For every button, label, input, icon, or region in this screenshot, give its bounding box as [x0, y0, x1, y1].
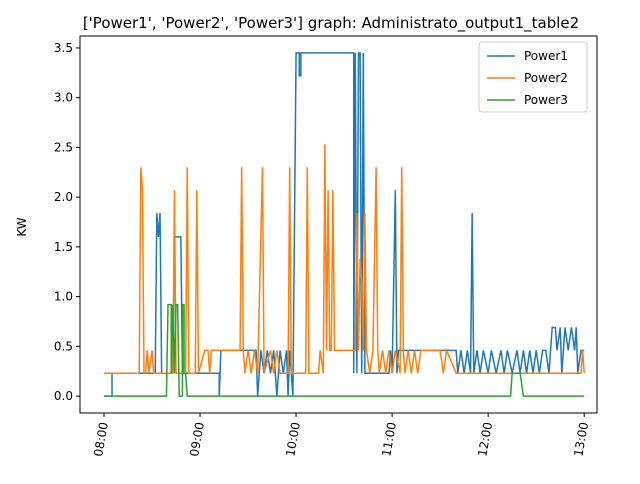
y-tick-label: 1.0: [54, 290, 73, 304]
legend: Power1 Power2 Power3: [478, 41, 588, 113]
y-tick-label: 0.0: [54, 389, 73, 403]
y-tick-label: 3.5: [54, 41, 73, 55]
legend-label-power3: Power3: [524, 93, 568, 107]
y-tick-label: 0.5: [54, 339, 73, 353]
x-tick-label: 08:00: [91, 421, 111, 457]
axes: 0.0 0.5 1.0 1.5 2.0 2.5 3.0 3.5 08:00 09:00 10:00 1…: [54, 35, 598, 458]
legend-box: [478, 41, 588, 113]
axes-frame: [79, 35, 598, 414]
series-line-power3: [104, 303, 585, 397]
y-tick-label: 1.5: [54, 240, 73, 254]
y-axis-label: KW: [15, 217, 29, 236]
y-tick-label: 2.0: [54, 190, 73, 204]
y-tick-label: 3.0: [54, 91, 73, 105]
x-tick-label: 10:00: [283, 421, 303, 457]
chart-title: ['Power1', 'Power2', 'Power3'] graph: Ad…: [83, 14, 579, 33]
legend-label-power1: Power1: [524, 49, 568, 63]
x-tick-label: 12:00: [475, 421, 495, 457]
plot-area: [104, 52, 585, 397]
x-tick-label: 11:00: [379, 421, 399, 457]
series-line-power2: [104, 144, 585, 374]
y-tick-label: 2.5: [54, 140, 73, 154]
x-tick-label: 13:00: [571, 421, 591, 457]
legend-label-power2: Power2: [524, 71, 568, 85]
x-tick-label: 09:00: [187, 421, 207, 457]
